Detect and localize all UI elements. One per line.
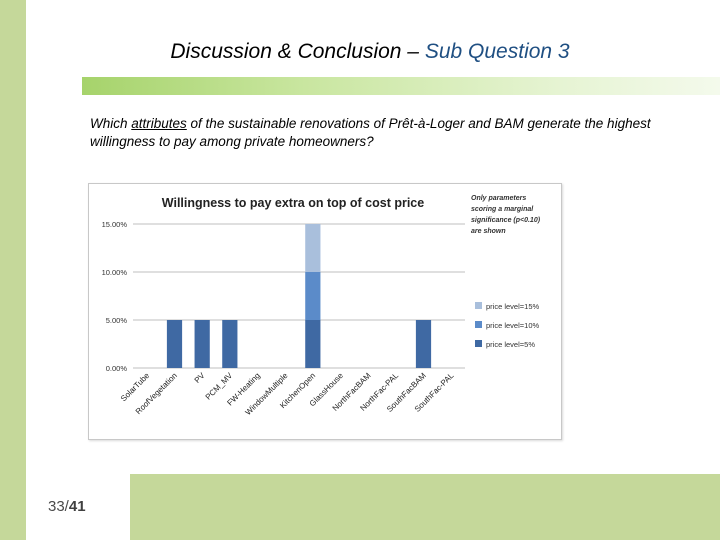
bar-segment: [222, 320, 238, 368]
y-tick-label: 5.00%: [106, 316, 128, 325]
bar-segment: [305, 224, 321, 272]
bar-segment: [305, 272, 321, 320]
legend-swatch: [475, 321, 482, 328]
legend-label: price level=15%: [486, 302, 539, 311]
chart-note-line: are shown: [471, 228, 506, 235]
chart-note-line: scoring a marginal: [471, 206, 534, 213]
wtp-chart: Willingness to pay extra on top of cost …: [102, 195, 541, 417]
y-tick-label: 15.00%: [102, 220, 128, 229]
legend-label: price level=10%: [486, 321, 539, 330]
slide-title: Discussion & Conclusion – Sub Question 3: [0, 40, 720, 64]
question-post: of the sustainable renovations of Prêt-à…: [90, 116, 651, 149]
bar-segment: [166, 320, 183, 368]
question-underlined: attributes: [131, 116, 187, 131]
title-sub: Sub Question 3: [424, 40, 570, 63]
legend-swatch: [475, 302, 482, 309]
page-number: 33/41: [48, 498, 86, 515]
bar-segment: [415, 320, 432, 368]
bar-segment: [305, 320, 321, 368]
question-text: Which attributes of the sustainable reno…: [90, 115, 690, 151]
page-current: 33/: [48, 498, 69, 515]
legend-label: price level=5%: [486, 340, 535, 349]
bar-segment: [194, 320, 210, 368]
chart-frame: Willingness to pay extra on top of cost …: [88, 183, 562, 440]
y-tick-label: 0.00%: [106, 364, 128, 373]
page-number-box: [26, 474, 130, 540]
legend-swatch: [475, 340, 482, 347]
left-decor-band: [0, 0, 26, 540]
question-pre: Which: [90, 116, 132, 131]
chart-title: Willingness to pay extra on top of cost …: [162, 196, 424, 210]
y-tick-label: 10.00%: [102, 268, 128, 277]
title-accent-bar: [82, 77, 720, 95]
x-tick-label: PV: [193, 371, 207, 385]
chart-note-line: significance (p<0.10): [471, 217, 541, 224]
chart-note-line: Only parameters: [471, 195, 526, 202]
page-total: 41: [68, 498, 86, 515]
title-main: Discussion & Conclusion –: [170, 40, 419, 63]
